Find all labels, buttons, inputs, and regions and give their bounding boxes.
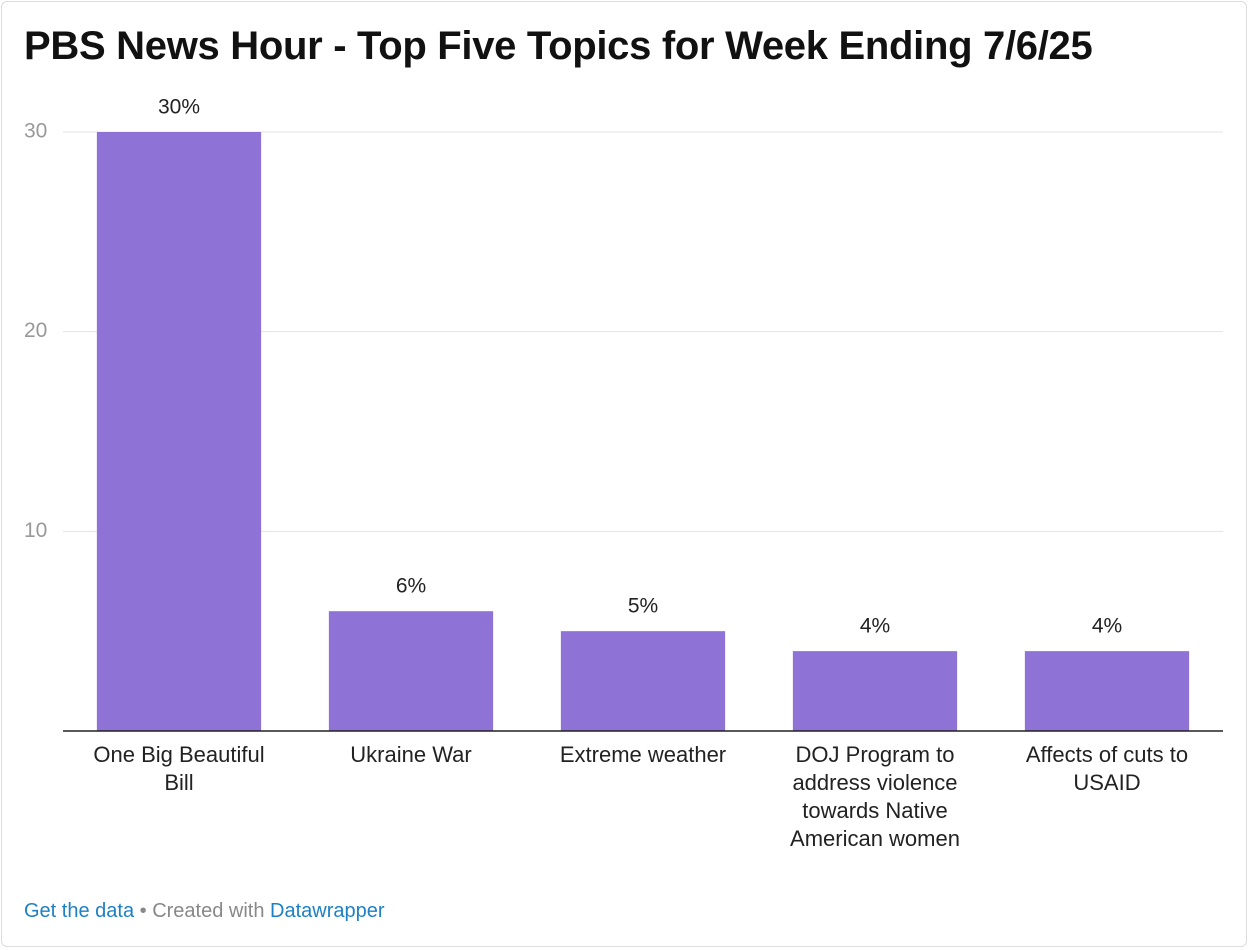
x-tick-label: Ukraine War bbox=[350, 742, 472, 767]
x-tick-label: DOJ Program to address violence towards … bbox=[790, 742, 960, 851]
footer-text: • Created with bbox=[139, 900, 265, 922]
x-tick-label: Extreme weather bbox=[559, 742, 727, 767]
get-data-link[interactable]: Get the data bbox=[24, 900, 135, 922]
x-tick-label: Affects of cuts to USAID bbox=[1025, 742, 1189, 795]
value-label: 5% bbox=[628, 595, 658, 618]
footer: Get the data • Created with Datawrapper bbox=[24, 900, 385, 923]
chart-title: PBS News Hour - Top Five Topics for Week… bbox=[24, 24, 1093, 68]
value-label: 4% bbox=[860, 615, 890, 638]
value-label: 30% bbox=[158, 96, 200, 119]
y-tick-label: 10 bbox=[24, 519, 47, 542]
bar bbox=[792, 651, 958, 731]
credit-link[interactable]: Datawrapper bbox=[270, 900, 385, 922]
bar bbox=[560, 631, 726, 731]
x-tick-label: One Big Beautiful Bill bbox=[93, 742, 265, 795]
y-tick-label: 20 bbox=[24, 319, 47, 342]
bar bbox=[96, 132, 262, 731]
y-tick-label: 30 bbox=[24, 120, 47, 143]
bar bbox=[328, 611, 494, 731]
value-label: 6% bbox=[396, 575, 426, 598]
bar bbox=[1024, 651, 1190, 731]
value-label: 4% bbox=[1092, 615, 1122, 638]
